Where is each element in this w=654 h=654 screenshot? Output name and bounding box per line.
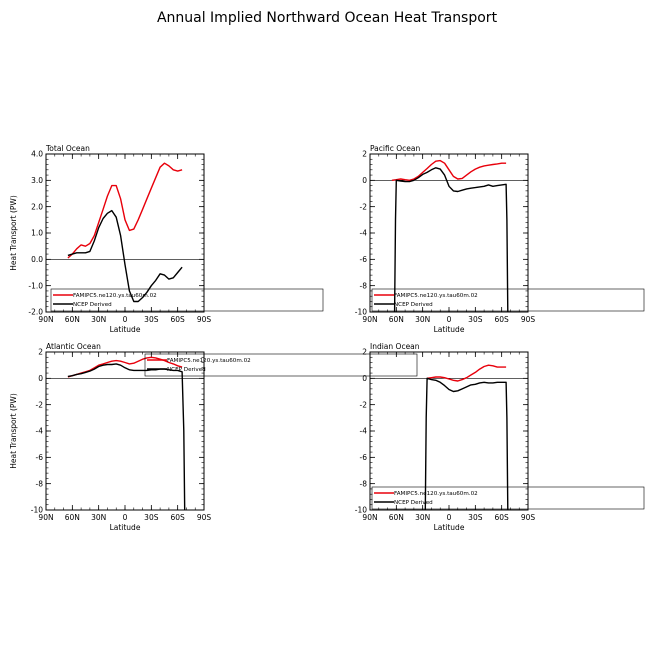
- x-tick-label: 60S: [171, 315, 186, 324]
- x-tick-label: 90N: [38, 513, 53, 522]
- x-axis-label: Latitude: [434, 325, 465, 334]
- y-tick-label: 2: [362, 150, 367, 159]
- y-axis-label: Heat Transport (PW): [9, 393, 18, 469]
- legend-label: FAMIPC5.ne120.ys.tau60m.02: [167, 358, 251, 364]
- panel-1: Pacific Ocean 90N 60N 30N 0 30S 60S 90S -10 -8 -6 -…: [355, 144, 645, 334]
- y-tick-label: -2: [360, 202, 368, 211]
- y-tick-label: -8: [360, 479, 368, 488]
- panel-title: Pacific Ocean: [370, 144, 420, 153]
- legend-box: [371, 486, 645, 510]
- panel-title: Total Ocean: [45, 144, 90, 153]
- x-tick-label: 90S: [521, 315, 536, 324]
- y-tick-label: -8: [360, 281, 368, 290]
- x-tick-label: 30S: [468, 513, 483, 522]
- y-tick-label: 0: [38, 374, 43, 383]
- y-tick-label: 2.0: [31, 202, 43, 211]
- series-line-model: [391, 159, 507, 182]
- series-line-ncep: [393, 167, 509, 313]
- legend-label: FAMIPC5.ne120.ys.tau60m.02: [394, 491, 478, 497]
- y-tick-label: 0.0: [31, 255, 43, 264]
- plot-frame: [369, 153, 529, 313]
- x-tick-label: 90S: [197, 513, 212, 522]
- x-tick-label: 30N: [91, 513, 106, 522]
- y-tick-label: 3.0: [31, 176, 43, 185]
- x-tick-label: 30N: [415, 315, 430, 324]
- series-line-model: [427, 364, 507, 382]
- x-tick-label: 0: [123, 315, 128, 324]
- x-tick-label: 60N: [65, 513, 80, 522]
- y-tick-label: 2: [362, 348, 367, 357]
- legend: FAMIPC5.ne120.ys.tau60m.02 NCEP Derived: [50, 288, 324, 312]
- y-tick-label: -2: [360, 400, 368, 409]
- legend-label: NCEP Derived: [73, 302, 112, 308]
- x-tick-label: 30S: [144, 315, 159, 324]
- x-tick-label: 0: [447, 315, 452, 324]
- x-tick-label: 60S: [495, 315, 510, 324]
- panel-0: Total Ocean 90N 60N 30N 0 30S 60S 90S -2.0 -1.0 0.…: [9, 144, 324, 334]
- panel-title: Indian Ocean: [370, 342, 420, 351]
- y-tick-label: -6: [360, 255, 368, 264]
- x-axis-label: Latitude: [110, 325, 141, 334]
- legend-label: FAMIPC5.ne120.ys.tau60m.02: [394, 293, 478, 299]
- y-tick-label: -2.0: [28, 308, 43, 317]
- y-tick-label: 0: [362, 374, 367, 383]
- y-tick-label: -10: [355, 506, 367, 515]
- x-tick-label: 30N: [415, 513, 430, 522]
- y-tick-label: -6: [360, 453, 368, 462]
- x-tick-label: 90S: [197, 315, 212, 324]
- legend: FAMIPC5.ne120.ys.tau60m.02 NCEP Derived: [371, 288, 645, 312]
- x-tick-label: 90N: [362, 513, 377, 522]
- y-tick-label: -2: [36, 400, 44, 409]
- x-tick-label: 60N: [389, 513, 404, 522]
- x-tick-label: 90N: [38, 315, 53, 324]
- x-tick-label: 90N: [362, 315, 377, 324]
- y-tick-label: -4: [36, 427, 44, 436]
- legend-box: [50, 288, 324, 312]
- y-tick-label: -10: [31, 506, 43, 515]
- panel-2: Atlantic Ocean 90N 60N 30N 0 30S 60S 90S -10 -8 -6…: [9, 342, 418, 532]
- y-tick-label: -4: [360, 427, 368, 436]
- plot-frame: [45, 153, 205, 313]
- x-tick-label: 0: [447, 513, 452, 522]
- legend-label: FAMIPC5.ne120.ys.tau60m.02: [73, 293, 157, 299]
- y-tick-label: 1.0: [31, 229, 43, 238]
- x-tick-label: 30S: [468, 315, 483, 324]
- y-tick-label: -10: [355, 308, 367, 317]
- y-tick-label: -8: [36, 479, 44, 488]
- x-tick-label: 90S: [521, 513, 536, 522]
- y-axis-label: Heat Transport (PW): [9, 195, 18, 271]
- series-line-ncep: [424, 377, 509, 511]
- y-tick-label: 0: [362, 176, 367, 185]
- series-line-model: [67, 162, 183, 259]
- series-line-ncep: [67, 209, 183, 303]
- x-tick-label: 30S: [144, 513, 159, 522]
- panel-title: Atlantic Ocean: [46, 342, 101, 351]
- y-tick-label: -6: [36, 453, 44, 462]
- x-tick-label: 60S: [171, 513, 186, 522]
- y-tick-label: 4.0: [31, 150, 43, 159]
- legend: FAMIPC5.ne120.ys.tau60m.02 NCEP Derived: [144, 353, 418, 377]
- y-tick-label: 2: [38, 348, 43, 357]
- series-line-ncep: [67, 363, 186, 511]
- x-tick-label: 60N: [389, 315, 404, 324]
- legend-label: NCEP Derived: [394, 302, 433, 308]
- panel-3: Indian Ocean 90N 60N 30N 0 30S 60S 90S -10 -8 -6 -4…: [355, 342, 645, 532]
- legend-box: [144, 353, 418, 377]
- figure-title: Annual Implied Northward Ocean Heat Tran…: [157, 10, 498, 26]
- x-tick-label: 60N: [65, 315, 80, 324]
- legend-label: NCEP Derived: [394, 500, 433, 506]
- legend-box: [371, 288, 645, 312]
- x-axis-label: Latitude: [434, 523, 465, 532]
- x-tick-label: 0: [123, 513, 128, 522]
- legend-label: NCEP Derived: [167, 367, 206, 373]
- panels: Total Ocean 90N 60N 30N 0 30S 60S 90S -2.0 -1.0 0.…: [9, 144, 645, 532]
- x-axis-label: Latitude: [110, 523, 141, 532]
- y-tick-label: -4: [360, 229, 368, 238]
- legend: FAMIPC5.ne120.ys.tau60m.02 NCEP Derived: [371, 486, 645, 510]
- y-tick-label: -1.0: [28, 281, 43, 290]
- x-tick-label: 30N: [91, 315, 106, 324]
- x-tick-label: 60S: [495, 513, 510, 522]
